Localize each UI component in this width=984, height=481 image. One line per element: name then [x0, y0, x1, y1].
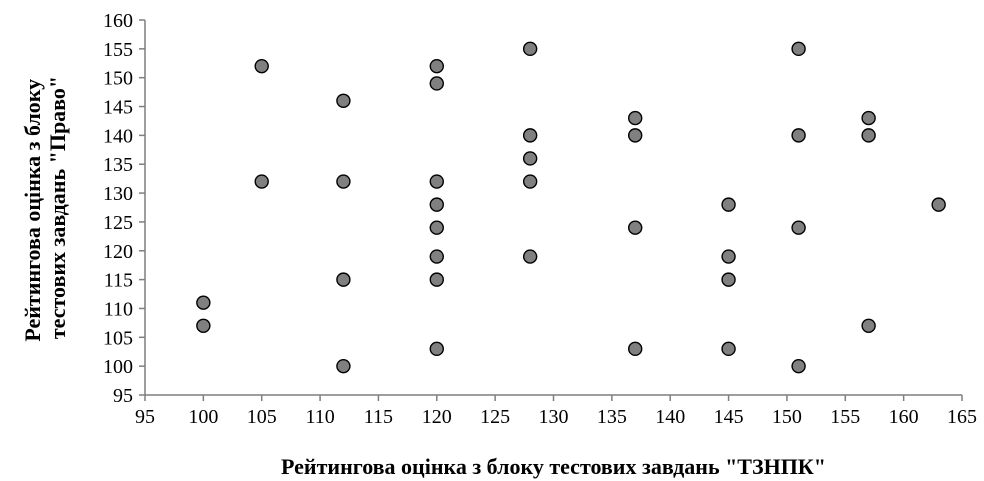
data-point: [429, 220, 444, 235]
x-tick-label: 125: [480, 406, 510, 428]
data-point: [429, 174, 444, 189]
data-point: [429, 341, 444, 357]
x-tick-label: 95: [135, 406, 155, 428]
y-tick-label: 160: [103, 10, 133, 32]
y-tick-label: 110: [104, 298, 133, 320]
data-point: [628, 220, 643, 235]
data-point: [721, 197, 736, 212]
x-tick-label: 100: [188, 406, 218, 428]
x-tick-label: 140: [655, 406, 685, 428]
data-points: [196, 41, 946, 374]
data-point: [429, 249, 444, 264]
data-point: [336, 358, 351, 374]
y-tick-label: 130: [103, 183, 133, 205]
y-tick-label: 100: [103, 356, 133, 378]
data-point: [522, 249, 538, 264]
y-axis-title-line-1: Рейтингова оцінка з блоку: [20, 79, 45, 342]
data-point: [791, 128, 806, 143]
data-point: [254, 174, 269, 189]
data-point: [628, 110, 643, 126]
data-point: [522, 41, 538, 57]
data-point: [721, 249, 736, 264]
x-tick-label: 165: [947, 406, 977, 428]
data-point: [791, 220, 806, 235]
y-tick-label: 145: [103, 97, 133, 119]
data-point: [791, 41, 806, 57]
data-point: [522, 151, 538, 166]
data-point: [861, 128, 876, 143]
x-tick-label: 150: [772, 406, 802, 428]
data-point: [196, 295, 211, 310]
data-point: [429, 58, 444, 74]
y-tick-label: 155: [103, 39, 133, 61]
data-point: [336, 174, 351, 189]
y-tick-label: 95: [113, 385, 133, 407]
x-tick-label: 115: [364, 406, 393, 428]
x-axis-title: Рейтингова оцінка з блоку тестових завда…: [281, 454, 826, 479]
y-tick-label: 140: [103, 125, 133, 147]
y-axis-title: Рейтингова оцінка з блоку тестових завда…: [20, 73, 70, 341]
y-tick-label: 115: [104, 270, 133, 292]
x-tick-label: 160: [889, 406, 919, 428]
x-tick-label: 145: [714, 406, 744, 428]
data-point: [196, 318, 211, 333]
data-point: [522, 174, 538, 189]
x-tick-label: 155: [830, 406, 860, 428]
x-tick-label: 135: [597, 406, 627, 428]
y-axis-title-line-2: тестових завдань "Право": [45, 76, 70, 339]
data-point: [628, 128, 643, 143]
y-tick-label: 105: [103, 327, 133, 349]
data-point: [628, 341, 643, 357]
data-point: [336, 272, 351, 287]
data-point: [429, 197, 444, 212]
data-point: [791, 358, 806, 374]
plot-area: 95 100 105 110 115 120 125 130 135 140 145 150 155 16…: [103, 10, 977, 428]
y-tick-label: 150: [103, 68, 133, 90]
x-tick-label: 105: [247, 406, 277, 428]
data-point: [931, 197, 946, 212]
y-tick-label: 125: [103, 212, 133, 234]
x-tick-label: 130: [539, 406, 569, 428]
data-point: [861, 110, 876, 126]
data-point: [522, 128, 538, 143]
axis-ticks: 95 100 105 110 115 120 125 130 135 140 145 150 155 16…: [103, 10, 977, 428]
data-point: [861, 318, 876, 333]
y-tick-label: 120: [103, 241, 133, 263]
data-point: [429, 272, 444, 287]
data-point: [721, 341, 736, 357]
data-point: [254, 58, 269, 74]
data-point: [721, 272, 736, 287]
data-point: [429, 76, 444, 91]
x-tick-label: 120: [422, 406, 452, 428]
data-point: [336, 93, 351, 108]
x-tick-label: 110: [305, 406, 334, 428]
y-tick-label: 135: [103, 154, 133, 176]
